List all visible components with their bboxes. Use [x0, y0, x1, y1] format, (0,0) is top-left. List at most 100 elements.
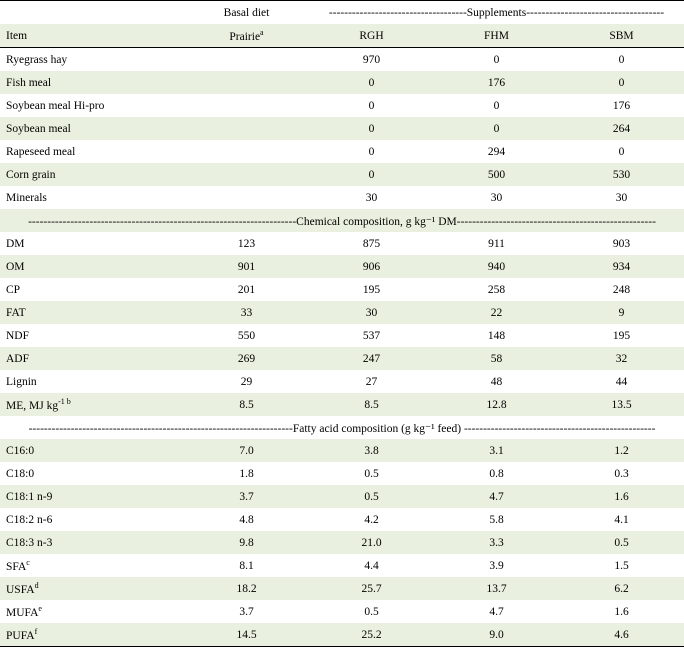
- cell-prairie: [184, 163, 309, 186]
- col-prairie-label: Prairie: [229, 31, 260, 43]
- header-row-columns: Item Prairiea RGH FHM SBM: [0, 24, 684, 48]
- cell-item: DM: [0, 232, 184, 255]
- cell-fhm: 0: [434, 117, 559, 140]
- cell-sbm: 176: [559, 94, 684, 117]
- cell-fhm: 13.7: [434, 577, 559, 600]
- cell-sbm: 32: [559, 347, 684, 370]
- cell-rgh: 25.7: [309, 577, 434, 600]
- cell-fhm: 3.9: [434, 554, 559, 577]
- cell-prairie: 7.0: [184, 439, 309, 462]
- cell-prairie: 18.2: [184, 577, 309, 600]
- table-row: Soybean meal00264: [0, 117, 684, 140]
- cell-sbm: 530: [559, 163, 684, 186]
- cell-item: Minerals: [0, 186, 184, 209]
- cell-item: ADF: [0, 347, 184, 370]
- cell-rgh: 0: [309, 94, 434, 117]
- cell-rgh: 0.5: [309, 462, 434, 485]
- row-sup: f: [35, 627, 38, 636]
- cell-sbm: 4.6: [559, 623, 684, 647]
- cell-fhm: 58: [434, 347, 559, 370]
- cell-item: USFAd: [0, 577, 184, 600]
- table-row: Minerals303030: [0, 186, 684, 209]
- cell-sbm: 1.2: [559, 439, 684, 462]
- cell-sbm: 13.5: [559, 393, 684, 416]
- cell-fhm: 940: [434, 255, 559, 278]
- cell-rgh: 3.8: [309, 439, 434, 462]
- cell-item: Lignin: [0, 370, 184, 393]
- feed-composition-table: Basal diet -----------------------------…: [0, 0, 684, 647]
- cell-fhm: 22: [434, 301, 559, 324]
- cell-sbm: 248: [559, 278, 684, 301]
- cell-prairie: [184, 186, 309, 209]
- col-prairie-sup: a: [260, 28, 264, 37]
- cell-fhm: 9.0: [434, 623, 559, 647]
- cell-fhm: 294: [434, 140, 559, 163]
- cell-prairie: 901: [184, 255, 309, 278]
- table-row: Ryegrass hay97000: [0, 48, 684, 72]
- blank: [0, 1, 184, 25]
- cell-rgh: 25.2: [309, 623, 434, 647]
- table-row: ADF2692475832: [0, 347, 684, 370]
- me-label: ME, MJ kg: [6, 400, 58, 412]
- cell-prairie: 3.7: [184, 485, 309, 508]
- table-row: DM123875911903: [0, 232, 684, 255]
- cell-item: Soybean meal: [0, 117, 184, 140]
- cell-sbm: 6.2: [559, 577, 684, 600]
- cell-rgh: 0: [309, 117, 434, 140]
- item-header: Item: [0, 24, 184, 48]
- cell-sbm: 30: [559, 186, 684, 209]
- cell-rgh: 4.4: [309, 554, 434, 577]
- cell-rgh: 8.5: [309, 393, 434, 416]
- cell-rgh: 970: [309, 48, 434, 72]
- cell-item: C18:3 n-3: [0, 531, 184, 554]
- cell-rgh: 906: [309, 255, 434, 278]
- cell-prairie: 1.8: [184, 462, 309, 485]
- cell-item: C18:0: [0, 462, 184, 485]
- cell-item: C18:1 n-9: [0, 485, 184, 508]
- table-row: Soybean meal Hi-pro00176: [0, 94, 684, 117]
- cell-rgh: 0: [309, 163, 434, 186]
- cell-prairie: 8.1: [184, 554, 309, 577]
- cell-fhm: 4.7: [434, 485, 559, 508]
- cell-sbm: 903: [559, 232, 684, 255]
- cell-item: CP: [0, 278, 184, 301]
- cell-sbm: 0.5: [559, 531, 684, 554]
- cell-fhm: 258: [434, 278, 559, 301]
- cell-rgh: 4.2: [309, 508, 434, 531]
- row-me: ME, MJ kg-1 b 8.5 8.5 12.8 13.5: [0, 393, 684, 416]
- cell-sbm: 9: [559, 301, 684, 324]
- cell-sbm: 934: [559, 255, 684, 278]
- table-row: Lignin29274844: [0, 370, 684, 393]
- cell-prairie: 550: [184, 324, 309, 347]
- cell-item: ME, MJ kg-1 b: [0, 393, 184, 416]
- basal-diet-header: Basal diet: [184, 1, 309, 25]
- cell-sbm: 1.6: [559, 485, 684, 508]
- row-sup: d: [35, 581, 39, 590]
- cell-rgh: 0.5: [309, 485, 434, 508]
- cell-sbm: 0: [559, 140, 684, 163]
- cell-item: Soybean meal Hi-pro: [0, 94, 184, 117]
- table-row: MUFAe3.70.54.71.6: [0, 600, 684, 623]
- header-row-groups: Basal diet -----------------------------…: [0, 1, 684, 25]
- cell-prairie: 9.8: [184, 531, 309, 554]
- cell-fhm: 500: [434, 163, 559, 186]
- cell-rgh: 247: [309, 347, 434, 370]
- cell-item: MUFAe: [0, 600, 184, 623]
- cell-rgh: 195: [309, 278, 434, 301]
- table-row: NDF550537148195: [0, 324, 684, 347]
- cell-rgh: 27: [309, 370, 434, 393]
- cell-fhm: 148: [434, 324, 559, 347]
- cell-sbm: 1.5: [559, 554, 684, 577]
- cell-rgh: 30: [309, 301, 434, 324]
- table-row: Corn grain0500530: [0, 163, 684, 186]
- col-sbm: SBM: [559, 24, 684, 48]
- cell-rgh: 30: [309, 186, 434, 209]
- table-row: FAT3330229: [0, 301, 684, 324]
- cell-item: Fish meal: [0, 71, 184, 94]
- cell-prairie: 14.5: [184, 623, 309, 647]
- table-row: Rapeseed meal02940: [0, 140, 684, 163]
- supplements-header: ------------------------------------Supp…: [309, 1, 684, 25]
- cell-fhm: 4.7: [434, 600, 559, 623]
- cell-prairie: 3.7: [184, 600, 309, 623]
- section-fatty-acid-label: ----------------------------------------…: [0, 416, 684, 439]
